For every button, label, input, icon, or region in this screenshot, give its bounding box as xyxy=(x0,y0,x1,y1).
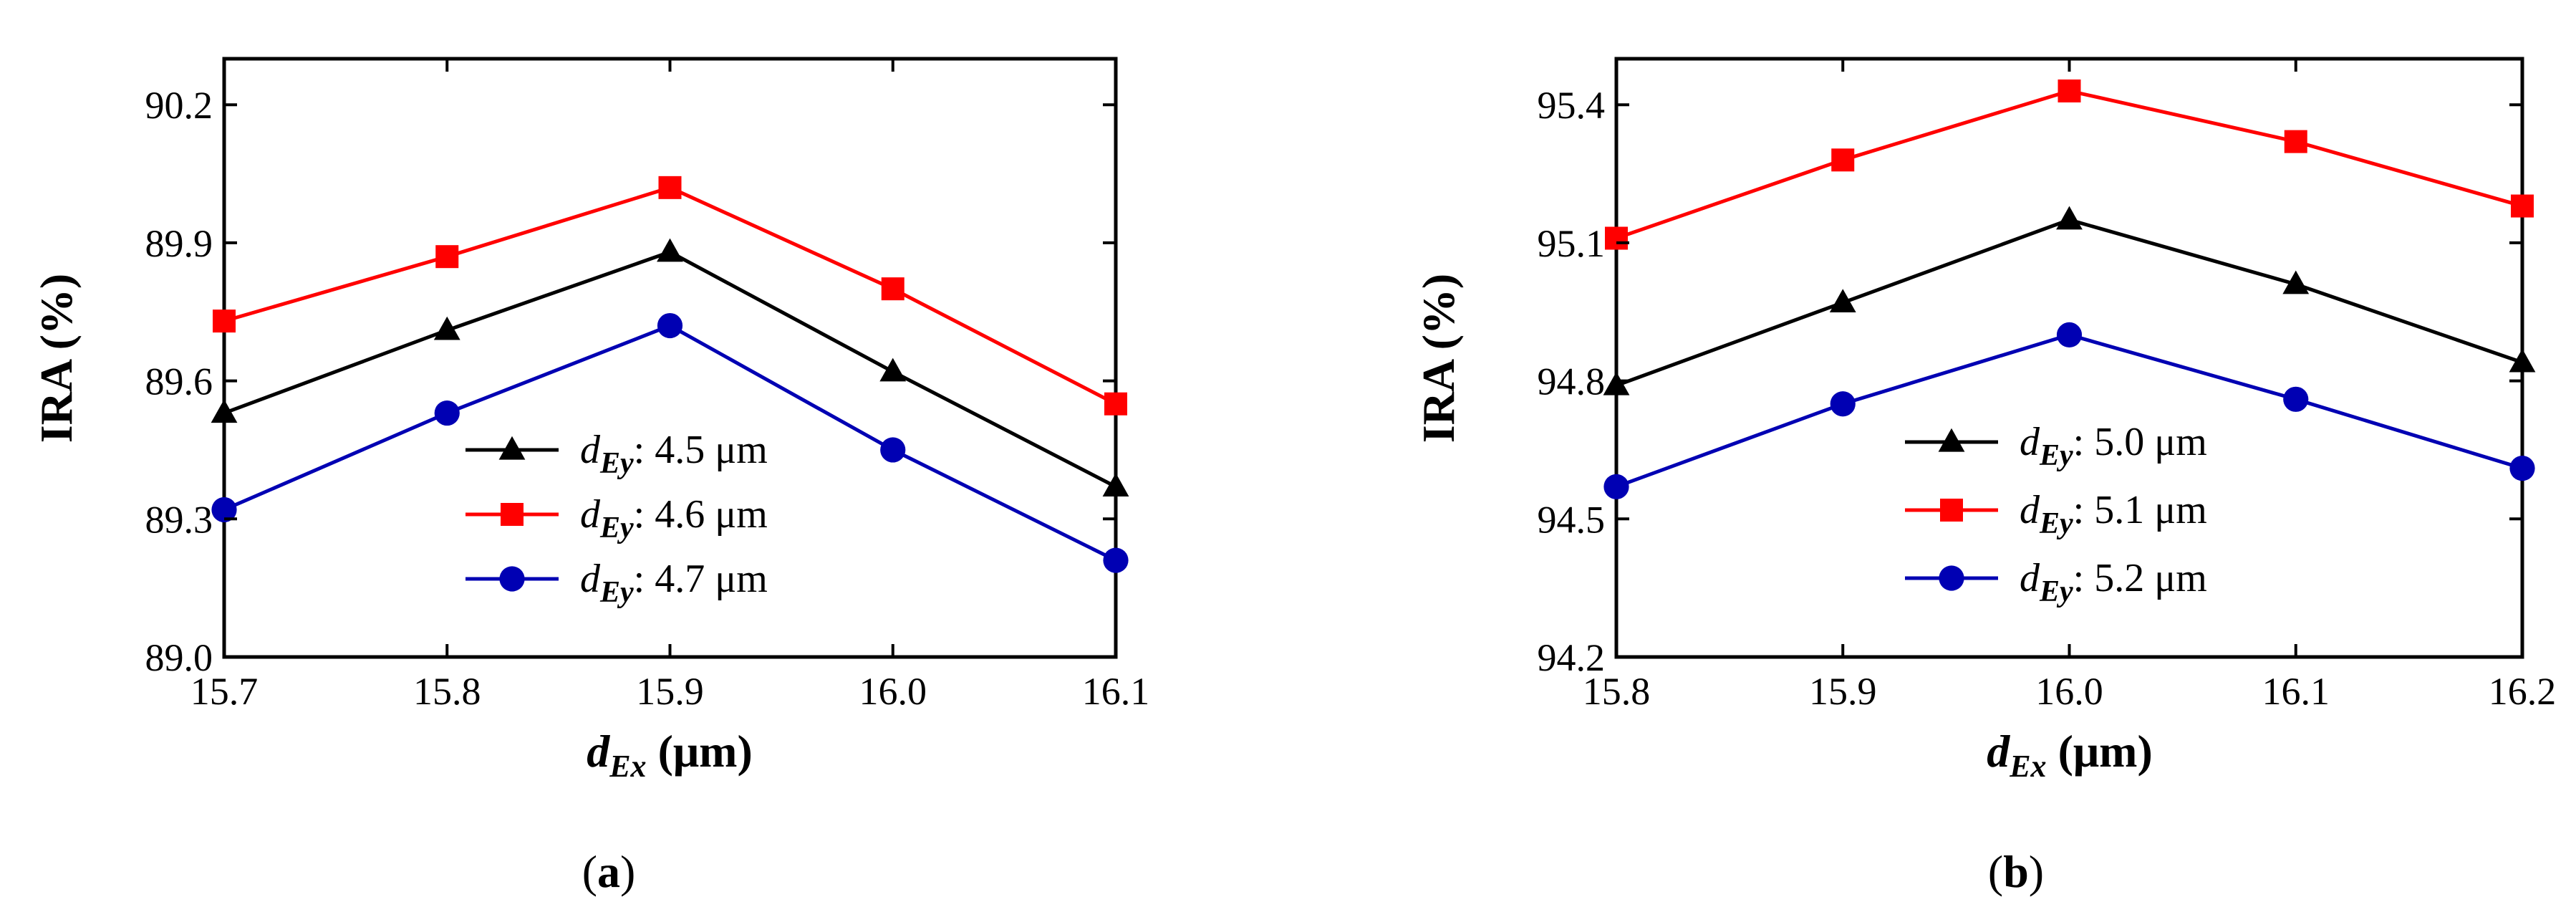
circle-marker xyxy=(1603,474,1629,499)
circle-marker xyxy=(211,496,237,523)
panel-label: (b) xyxy=(1988,846,2044,897)
triangle-marker xyxy=(211,399,238,423)
square-marker xyxy=(435,245,459,269)
y-tick-label: 94.8 xyxy=(1538,360,1606,403)
legend-label: dEy: 5.0 μm xyxy=(2020,420,2207,472)
y-tick-label: 94.5 xyxy=(1538,498,1606,541)
legend-label: dEy: 5.1 μm xyxy=(2020,488,2207,540)
plot-frame xyxy=(1614,57,2524,659)
series-line xyxy=(1616,218,2523,388)
circle-marker xyxy=(2283,386,2309,412)
y-tick-label: 89.9 xyxy=(145,222,213,265)
triangle-marker xyxy=(1603,371,1630,395)
y-axis-title: IRA (%) xyxy=(1413,274,1464,443)
circle-marker xyxy=(1830,391,1856,417)
circle-marker xyxy=(434,400,460,426)
legend-entry: dEy: 4.7 μm xyxy=(465,557,768,609)
circle-marker xyxy=(657,312,683,339)
legend-entry: dEy: 5.0 μm xyxy=(1905,420,2207,472)
legend-label: dEy: 5.2 μm xyxy=(2020,556,2207,608)
triangle-marker xyxy=(433,316,460,340)
y-tick-label: 89.6 xyxy=(145,360,213,403)
legend-label: dEy: 4.5 μm xyxy=(580,428,768,480)
triangle-marker xyxy=(657,238,683,262)
circle-marker xyxy=(880,437,906,463)
square-marker xyxy=(2284,130,2307,153)
square-marker xyxy=(881,277,905,301)
triangle-marker xyxy=(2509,348,2536,373)
circle-marker xyxy=(1939,565,1964,591)
x-tick-label: 16.0 xyxy=(859,670,927,713)
x-tick-label: 16.0 xyxy=(2035,670,2103,713)
triangle-marker xyxy=(1102,473,1129,496)
square-marker xyxy=(658,176,682,199)
y-axis-title: IRA (%) xyxy=(31,274,82,443)
x-axis-title: dEx (μm) xyxy=(1987,726,2153,784)
legend-entry: dEy: 5.1 μm xyxy=(1905,488,2207,540)
y-axis-ticks: 94.2 94.5 94.8 95.1 95.4 xyxy=(1538,84,1606,679)
x-axis-title: dEx (μm) xyxy=(587,726,753,784)
y-tick-label: 95.1 xyxy=(1538,222,1606,265)
legend-label: dEy: 4.6 μm xyxy=(580,492,768,544)
series-line xyxy=(223,186,1117,405)
x-tick-label: 16.1 xyxy=(1082,670,1150,713)
square-marker xyxy=(1104,392,1127,416)
square-marker xyxy=(1831,148,1855,172)
legend: dEy: 5.0 μm dEy: 5.1 μm dEy: 5.2 μm xyxy=(1905,420,2207,608)
panel-label: (a) xyxy=(582,846,636,897)
series-layer xyxy=(1603,79,2536,499)
square-marker xyxy=(1605,226,1628,250)
chart-panel-a: 89.0 89.3 89.6 89.9 90.2 15.7 15.8 15.9 … xyxy=(31,57,1150,897)
y-tick-label: 89.3 xyxy=(145,498,213,541)
x-tick-label: 15.9 xyxy=(1809,670,1877,713)
triangle-marker xyxy=(1938,428,1965,452)
y-tick-label: 90.2 xyxy=(145,84,213,127)
circle-marker xyxy=(2509,456,2535,481)
x-tick-label: 16.2 xyxy=(2489,670,2557,713)
circle-marker xyxy=(499,566,525,592)
tick-marks xyxy=(223,59,1117,658)
x-tick-label: 15.7 xyxy=(190,670,259,713)
triangle-marker xyxy=(2282,270,2310,294)
triangle-marker xyxy=(498,436,526,460)
triangle-marker xyxy=(879,357,907,382)
y-axis-ticks: 89.0 89.3 89.6 89.9 90.2 xyxy=(145,84,213,679)
x-tick-label: 15.8 xyxy=(1583,670,1651,713)
circle-marker xyxy=(2056,322,2083,347)
x-tick-label: 16.1 xyxy=(2262,670,2330,713)
legend-label: dEy: 4.7 μm xyxy=(580,557,768,609)
y-tick-label: 95.4 xyxy=(1538,84,1606,127)
x-axis-ticks: 15.8 15.9 16.0 16.1 16.2 xyxy=(1583,670,2557,713)
chart-panel-b: 94.2 94.5 94.8 95.1 95.4 15.8 15.9 16.0 … xyxy=(1413,57,2557,897)
x-tick-label: 15.9 xyxy=(636,670,704,713)
square-marker xyxy=(2511,194,2534,218)
square-marker xyxy=(501,503,524,526)
square-marker xyxy=(213,309,236,333)
triangle-marker xyxy=(1829,289,1856,313)
tick-marks xyxy=(1615,59,2524,658)
legend-entry: dEy: 4.6 μm xyxy=(465,492,768,544)
square-marker xyxy=(2058,79,2081,102)
legend-entry: dEy: 5.2 μm xyxy=(1905,556,2207,608)
legend: dEy: 4.5 μm dEy: 4.6 μm dEy: 4.7 μm xyxy=(465,428,768,609)
legend-entry: dEy: 4.5 μm xyxy=(465,428,768,480)
square-marker xyxy=(1940,499,1963,522)
circle-marker xyxy=(1103,547,1129,573)
x-tick-label: 15.8 xyxy=(413,670,481,713)
y-tick-label: 94.2 xyxy=(1538,636,1606,679)
x-axis-ticks: 15.7 15.8 15.9 16.0 16.1 xyxy=(190,670,1150,713)
series-layer xyxy=(211,176,1129,573)
y-tick-label: 89.0 xyxy=(145,636,213,679)
triangle-marker xyxy=(2056,206,2083,230)
